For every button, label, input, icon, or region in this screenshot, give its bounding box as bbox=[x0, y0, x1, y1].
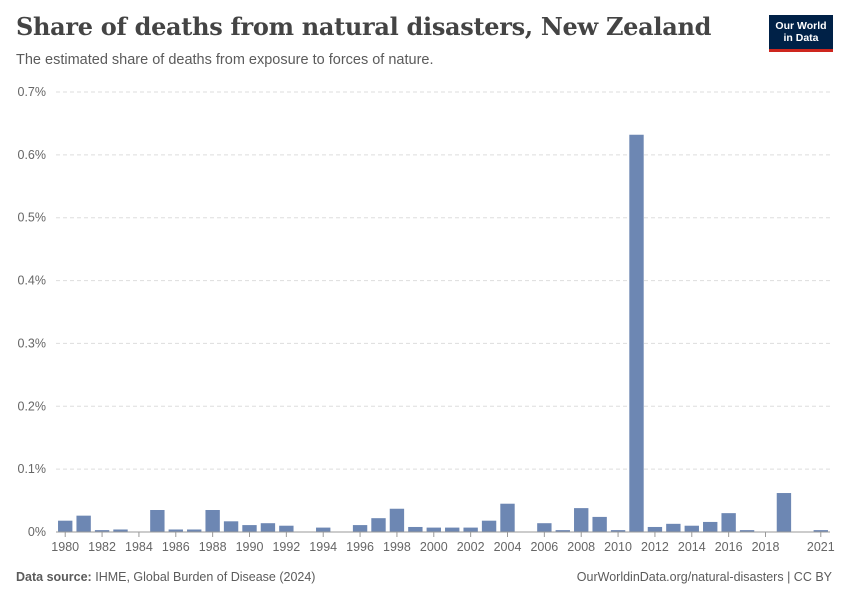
y-tick-label: 0.2% bbox=[18, 399, 47, 413]
x-tick-label: 1986 bbox=[162, 540, 190, 554]
bar-1988[interactable] bbox=[205, 510, 220, 532]
x-tick-label: 2008 bbox=[567, 540, 595, 554]
axes: 0% 0.1% 0.2% 0.3% 0.4% 0.5% 0.6% 0.7% 1980 1982 19… bbox=[18, 85, 835, 554]
bar-2002[interactable] bbox=[463, 527, 478, 532]
x-tick-label: 1998 bbox=[383, 540, 411, 554]
y-tick-label: 0.6% bbox=[18, 148, 47, 162]
bar-2003[interactable] bbox=[481, 520, 497, 532]
x-tick-label: 2010 bbox=[604, 540, 632, 554]
x-tick-label: 1980 bbox=[51, 540, 79, 554]
bar-2012[interactable] bbox=[647, 526, 663, 532]
bar-1990[interactable] bbox=[242, 525, 257, 532]
bar-1997[interactable] bbox=[371, 518, 386, 532]
bars bbox=[58, 134, 828, 532]
data-source-link[interactable]: IHME, Global Burden of Disease (2024) bbox=[95, 570, 316, 584]
bar-2014[interactable] bbox=[684, 525, 699, 532]
logo-line-1: Our World bbox=[775, 20, 827, 32]
x-tick-label: 1994 bbox=[309, 540, 337, 554]
bar-1986[interactable] bbox=[168, 529, 183, 532]
data-source-label: Data source: bbox=[16, 570, 92, 584]
y-tick-label: 0.7% bbox=[18, 85, 47, 99]
x-tick-label: 2012 bbox=[641, 540, 669, 554]
bar-1980[interactable] bbox=[58, 520, 73, 532]
bar-1987[interactable] bbox=[187, 529, 202, 532]
bar-2010[interactable] bbox=[610, 530, 626, 532]
data-source: Data source: IHME, Global Burden of Dise… bbox=[16, 570, 315, 584]
bar-2017[interactable] bbox=[739, 530, 755, 532]
bar-2007[interactable] bbox=[555, 530, 570, 532]
x-tick-label: 2000 bbox=[420, 540, 448, 554]
x-tick-label: 1984 bbox=[125, 540, 153, 554]
x-tick-label: 1992 bbox=[272, 540, 300, 554]
logo-line-2: in Data bbox=[783, 32, 819, 44]
x-tick-label: 1990 bbox=[236, 540, 264, 554]
chart-title: Share of deaths from natural disasters, … bbox=[16, 12, 712, 41]
bar-2016[interactable] bbox=[721, 513, 736, 532]
y-tick-label: 0.3% bbox=[18, 336, 47, 350]
bar-2021[interactable] bbox=[813, 530, 828, 532]
bar-2013[interactable] bbox=[666, 523, 681, 532]
y-tick-label: 0% bbox=[28, 525, 46, 539]
x-tick-label: 2014 bbox=[678, 540, 706, 554]
y-tick-label: 0.1% bbox=[18, 462, 47, 476]
bar-2019[interactable] bbox=[776, 493, 792, 532]
chart-subtitle: The estimated share of deaths from expos… bbox=[16, 52, 434, 68]
bar-2009[interactable] bbox=[592, 516, 607, 532]
bar-1999[interactable] bbox=[408, 526, 423, 532]
owid-logo[interactable]: Our World in Data bbox=[769, 15, 833, 52]
bar-1994[interactable] bbox=[316, 527, 331, 532]
x-tick-label: 2018 bbox=[752, 540, 780, 554]
bar-2001[interactable] bbox=[445, 527, 460, 532]
bar-1992[interactable] bbox=[279, 525, 294, 532]
x-tick-label: 2021 bbox=[807, 540, 835, 554]
bar-1985[interactable] bbox=[150, 510, 165, 532]
bar-2000[interactable] bbox=[426, 527, 441, 532]
x-tick-label: 2002 bbox=[457, 540, 485, 554]
bar-2011[interactable] bbox=[629, 134, 644, 532]
y-tick-label: 0.4% bbox=[18, 274, 47, 288]
x-tick-label: 1988 bbox=[199, 540, 227, 554]
bar-1998[interactable] bbox=[389, 508, 405, 532]
bar-2015[interactable] bbox=[703, 521, 718, 532]
y-tick-label: 0.5% bbox=[18, 211, 47, 225]
bar-2008[interactable] bbox=[574, 508, 589, 532]
bar-2006[interactable] bbox=[537, 523, 552, 532]
x-tick-label: 2016 bbox=[715, 540, 743, 554]
bar-1989[interactable] bbox=[223, 521, 239, 532]
x-tick-label: 2004 bbox=[494, 540, 522, 554]
bar-2004[interactable] bbox=[500, 503, 515, 532]
bar-1983[interactable] bbox=[113, 529, 128, 532]
bar-1982[interactable] bbox=[94, 530, 110, 532]
x-tick-label: 1982 bbox=[88, 540, 116, 554]
bar-1991[interactable] bbox=[260, 523, 276, 532]
gridlines bbox=[56, 91, 830, 470]
license-link[interactable]: OurWorldinData.org/natural-disasters | C… bbox=[576, 570, 832, 584]
x-tick-label: 1996 bbox=[346, 540, 374, 554]
bar-1981[interactable] bbox=[76, 515, 91, 532]
x-tick-label: 2006 bbox=[530, 540, 558, 554]
bar-1996[interactable] bbox=[352, 525, 368, 532]
